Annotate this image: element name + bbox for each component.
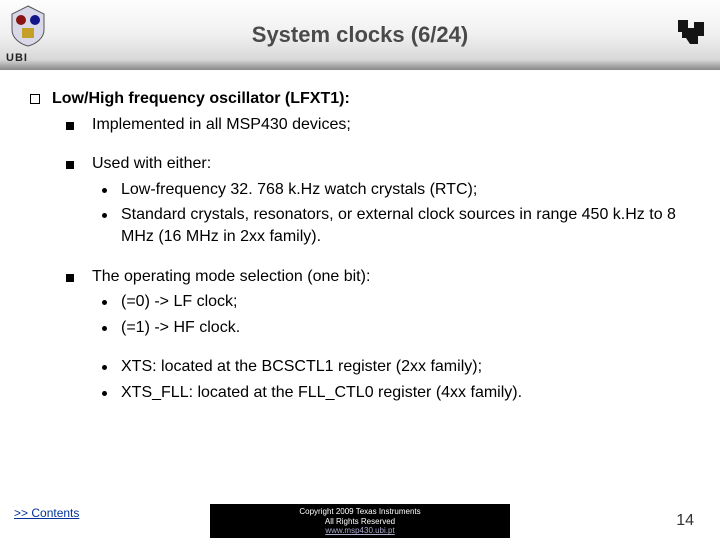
bullet-hollow-icon <box>30 94 40 104</box>
footer-url[interactable]: www.msp430.ubi.pt <box>210 526 510 536</box>
slide-content: Low/High frequency oscillator (LFXT1): I… <box>0 70 720 404</box>
bullet-dot-icon <box>102 391 107 396</box>
body-text: (=0) -> LF clock; <box>121 291 237 313</box>
slide-footer: >> Contents Copyright 2009 Texas Instrum… <box>0 498 720 540</box>
body-text: XTS_FLL: located at the FLL_CTL0 registe… <box>121 382 522 404</box>
contents-link[interactable]: >> Contents <box>14 506 79 520</box>
body-text: The operating mode selection (one bit): <box>92 266 370 288</box>
slide-title: System clocks (6/24) <box>0 22 720 48</box>
body-text: XTS: located at the BCSCTL1 register (2x… <box>121 356 482 378</box>
copyright-line: Copyright 2009 Texas Instruments <box>210 507 510 517</box>
body-text: Standard crystals, resonators, or extern… <box>121 204 690 247</box>
bullet-solid-icon <box>66 122 74 130</box>
ubi-label: UBI <box>6 52 28 64</box>
bullet-solid-icon <box>66 274 74 282</box>
bullet-solid-icon <box>66 161 74 169</box>
bullet-dot-icon <box>102 213 107 218</box>
bullet-dot-icon <box>102 300 107 305</box>
ti-logo <box>672 12 710 50</box>
ubi-logo <box>6 4 50 48</box>
body-text: Implemented in all MSP430 devices; <box>92 114 351 136</box>
slide-header: UBI System clocks (6/24) <box>0 0 720 70</box>
bullet-dot-icon <box>102 326 107 331</box>
body-text: (=1) -> HF clock. <box>121 317 240 339</box>
bullet-dot-icon <box>102 188 107 193</box>
body-text: Low-frequency 32. 768 k.Hz watch crystal… <box>121 179 477 201</box>
body-text: Used with either: <box>92 153 211 175</box>
main-heading: Low/High frequency oscillator (LFXT1): <box>52 88 350 110</box>
copyright-box: Copyright 2009 Texas Instruments All Rig… <box>210 504 510 538</box>
copyright-line: All Rights Reserved <box>210 517 510 527</box>
page-number: 14 <box>676 512 694 530</box>
bullet-dot-icon <box>102 365 107 370</box>
